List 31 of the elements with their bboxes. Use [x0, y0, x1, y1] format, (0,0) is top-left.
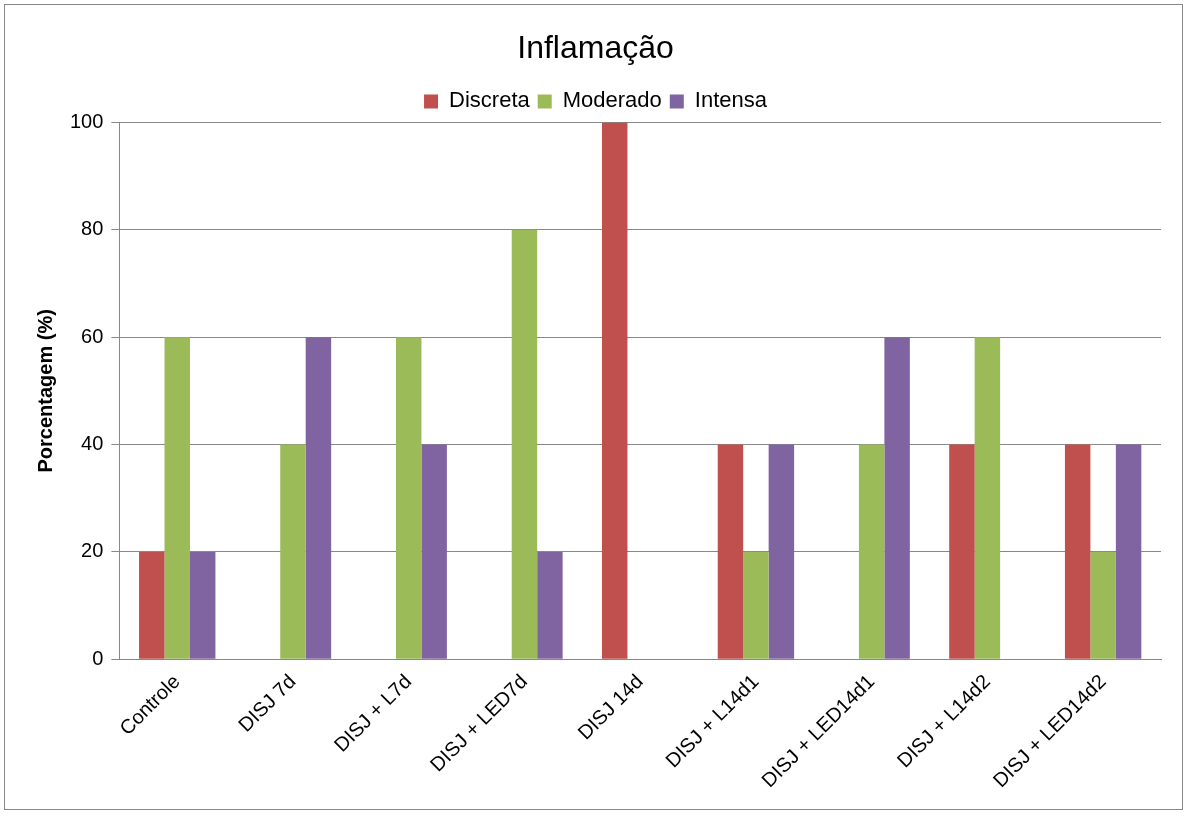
- y-tick-label: 100: [69, 109, 104, 132]
- bar: [305, 337, 332, 659]
- bar: [421, 444, 447, 659]
- bar: [189, 551, 216, 659]
- bar: [280, 444, 306, 659]
- bar: [743, 551, 769, 659]
- bar: [768, 444, 795, 659]
- bar: [164, 337, 190, 659]
- bar: [601, 122, 628, 659]
- legend-label: Intensa: [694, 87, 768, 113]
- bar: [1090, 551, 1116, 659]
- bar: [884, 337, 910, 659]
- y-tick-label: 0: [92, 646, 104, 669]
- y-tick-label: 20: [81, 539, 104, 562]
- y-tick-label: 60: [81, 324, 104, 347]
- bar: [537, 551, 563, 659]
- chart-title: Inflamação: [517, 29, 674, 66]
- bar: [1064, 444, 1091, 659]
- legend-label: Moderado: [562, 87, 662, 113]
- bar: [717, 444, 744, 659]
- y-axis-title: Porcentagem (%): [33, 309, 56, 473]
- bar: [1115, 444, 1142, 659]
- bar: [858, 444, 885, 659]
- y-tick-label: 80: [81, 217, 104, 240]
- y-tick-label: 40: [81, 432, 104, 455]
- bar: [395, 337, 422, 659]
- bar: [511, 229, 538, 659]
- bar: [139, 551, 165, 659]
- bar: [974, 337, 1001, 659]
- legend-label: Discreta: [449, 87, 531, 113]
- bar: [949, 444, 975, 659]
